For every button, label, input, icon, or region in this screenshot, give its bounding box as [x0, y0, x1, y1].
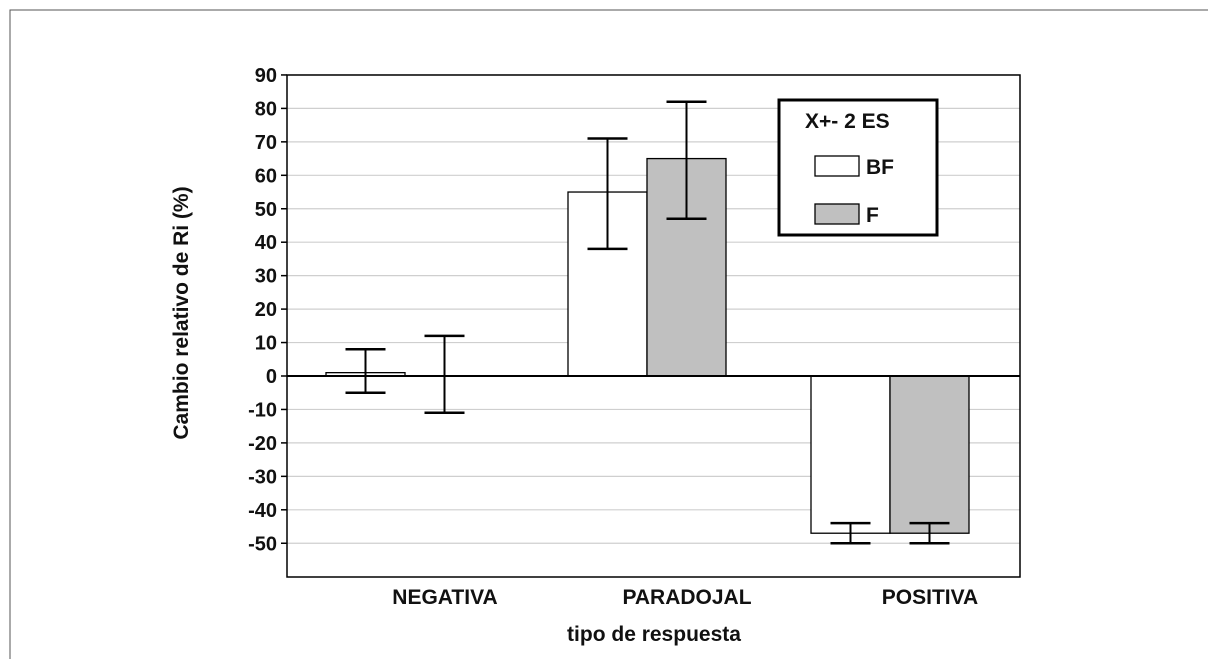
x-axis-label: tipo de respuesta	[567, 623, 741, 646]
legend-label-BF: BF	[866, 156, 894, 179]
y-tick-label: 10	[255, 333, 277, 355]
bars-group	[325, 157, 970, 534]
y-axis-ticks: 90 80 70 60 50 40 30 20 10 0 -10 -20 -30 -40 -50	[248, 65, 287, 555]
y-tick-label: -30	[248, 466, 277, 488]
y-tick-label: -40	[248, 500, 277, 522]
y-tick-label: 70	[255, 132, 277, 154]
y-tick-label: 30	[255, 266, 277, 288]
y-tick-label: 20	[255, 299, 277, 321]
y-tick-label: 40	[255, 232, 277, 254]
y-tick-label: -10	[248, 399, 277, 421]
y-tick-label: 50	[255, 199, 277, 221]
x-tick-label: NEGATIVA	[392, 586, 497, 609]
legend-swatch-BF	[814, 155, 860, 177]
legend-swatch-F	[814, 203, 860, 225]
y-tick-label: 60	[255, 165, 277, 187]
x-tick-label: PARADOJAL	[622, 586, 751, 609]
legend: X+- 2 ES BF F	[777, 98, 939, 237]
y-axis-label: Cambio relativo de Ri (%)	[170, 186, 193, 439]
y-tick-label: -20	[248, 433, 277, 455]
bar-BF-POSITIVA	[810, 375, 891, 534]
figure-border	[9, 9, 1208, 659]
y-tick-label: 0	[266, 366, 277, 388]
legend-label-F: F	[866, 204, 879, 227]
bar-F-POSITIVA	[889, 375, 970, 534]
error-bars-group	[345, 100, 950, 545]
y-tick-label: 80	[255, 98, 277, 120]
x-tick-label: POSITIVA	[882, 586, 978, 609]
y-tick-label: 90	[255, 65, 277, 87]
x-axis-ticks: NEGATIVA PARADOJAL POSITIVA	[392, 586, 978, 609]
plot-area-frame	[286, 74, 1021, 578]
y-tick-label: -50	[248, 533, 277, 555]
legend-title: X+- 2 ES	[805, 110, 890, 133]
